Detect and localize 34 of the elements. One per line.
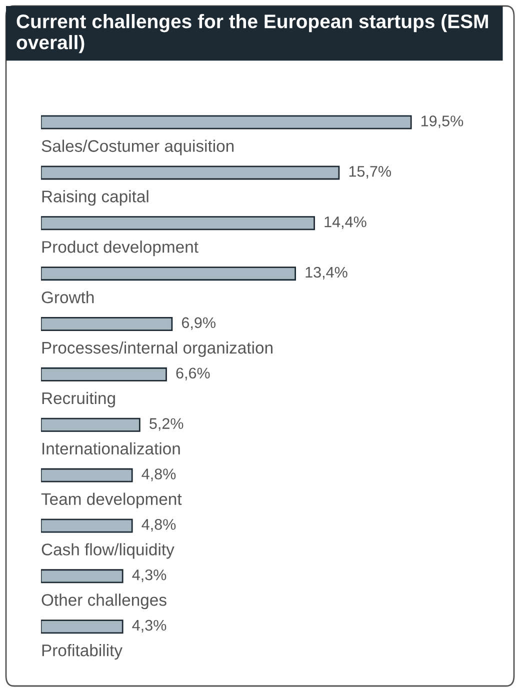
bar (41, 216, 315, 230)
bar (41, 266, 296, 281)
y-tick-label: Other challenges (42, 594, 166, 610)
data-label: 14,4% (324, 216, 366, 230)
y-tick-label: Sales/Costumer aquisition (42, 140, 234, 156)
bar (41, 115, 412, 130)
bar (41, 418, 140, 432)
bar (41, 468, 133, 482)
y-tick-label: Processes/internal organization (42, 341, 272, 357)
data-label: 4,8% (142, 468, 176, 482)
data-label: 15,7% (349, 166, 391, 179)
data-label: 6,6% (176, 368, 210, 380)
bar (41, 166, 340, 180)
data-label: 5,2% (150, 418, 184, 431)
bar (41, 367, 167, 382)
y-tick-label: Team development (41, 492, 182, 508)
y-tick-label: Cash flow/liquidity (42, 543, 174, 559)
y-tick-label: Product development (42, 240, 198, 256)
y-tick-label: Profitability (42, 644, 122, 660)
bar (41, 317, 173, 331)
chart-title: Current challenges for the European startups (ESM overall) (16, 14, 488, 54)
data-label: 4,3% (132, 620, 166, 633)
y-tick-label: Growth (42, 291, 94, 304)
bar (41, 518, 133, 533)
bar (41, 620, 124, 634)
data-label: 13,4% (306, 266, 348, 280)
data-label: 19,5% (421, 116, 464, 128)
data-label: 4,3% (132, 569, 166, 582)
data-label: 6,9% (182, 317, 216, 330)
y-tick-label: Raising capital (42, 190, 148, 206)
data-label: 4,8% (142, 519, 176, 532)
bar (41, 569, 124, 584)
y-tick-label: Recruiting (42, 392, 115, 408)
y-tick-label: Internationalization (42, 442, 180, 455)
